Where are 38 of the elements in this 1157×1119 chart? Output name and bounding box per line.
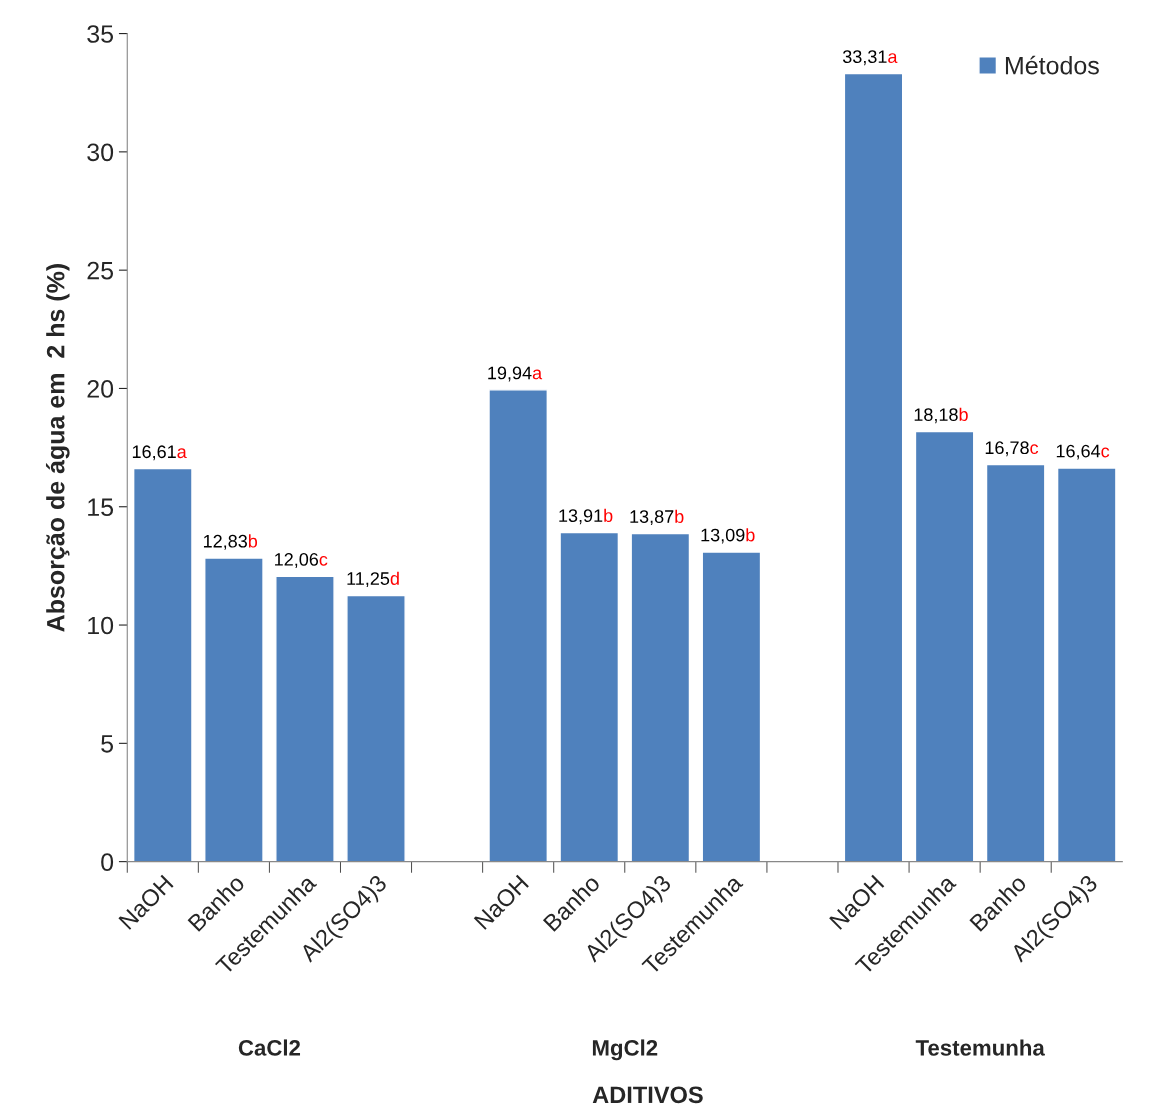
- bar: [275, 575, 335, 862]
- y-tick-label: 0: [101, 853, 114, 871]
- bar: [843, 72, 904, 862]
- bar: [1056, 467, 1117, 862]
- text: Testemunha: [915, 1039, 1045, 1056]
- data-label: 13,91b: [559, 508, 613, 525]
- bar: [346, 594, 406, 862]
- y-tick-label: 35: [87, 25, 114, 43]
- y-tick-label: 20: [87, 380, 114, 398]
- data-label: 19,94a: [488, 366, 543, 382]
- bar: [914, 430, 975, 862]
- y-tick-label: 15: [88, 498, 114, 517]
- y-tick-label: 25: [87, 261, 114, 280]
- y-axis-title: Absorção de água em 2 hs (%): [45, 264, 70, 632]
- data-label: 16,64c: [1056, 444, 1110, 460]
- y-tick-label: 5: [101, 735, 114, 753]
- legend-label: Métodos: [1005, 55, 1099, 75]
- text: CaCl2: [238, 1039, 301, 1056]
- bar: [701, 551, 762, 862]
- data-label: 18,18b: [914, 407, 968, 424]
- data-label: 12,83b: [203, 534, 258, 550]
- x-axis-title: ADITIVOS: [592, 1086, 703, 1104]
- data-label: 12,06c: [275, 553, 328, 568]
- bar: [204, 557, 264, 862]
- data-label: 33,31a: [842, 50, 898, 66]
- bar: [132, 467, 193, 862]
- bar: [559, 531, 620, 862]
- bar: [630, 532, 691, 862]
- y-tick-label: 10: [88, 616, 114, 635]
- bar: [985, 463, 1046, 862]
- data-label: 16,78c: [985, 441, 1039, 457]
- data-label: 16,61a: [132, 445, 187, 461]
- data-label: 11,25d: [347, 571, 399, 588]
- y-tick-label: 30: [87, 143, 114, 162]
- text: MgCl2: [592, 1039, 658, 1061]
- bar: [488, 389, 549, 862]
- data-label: 13,87b: [630, 509, 684, 526]
- data-label: 13,09b: [701, 528, 755, 544]
